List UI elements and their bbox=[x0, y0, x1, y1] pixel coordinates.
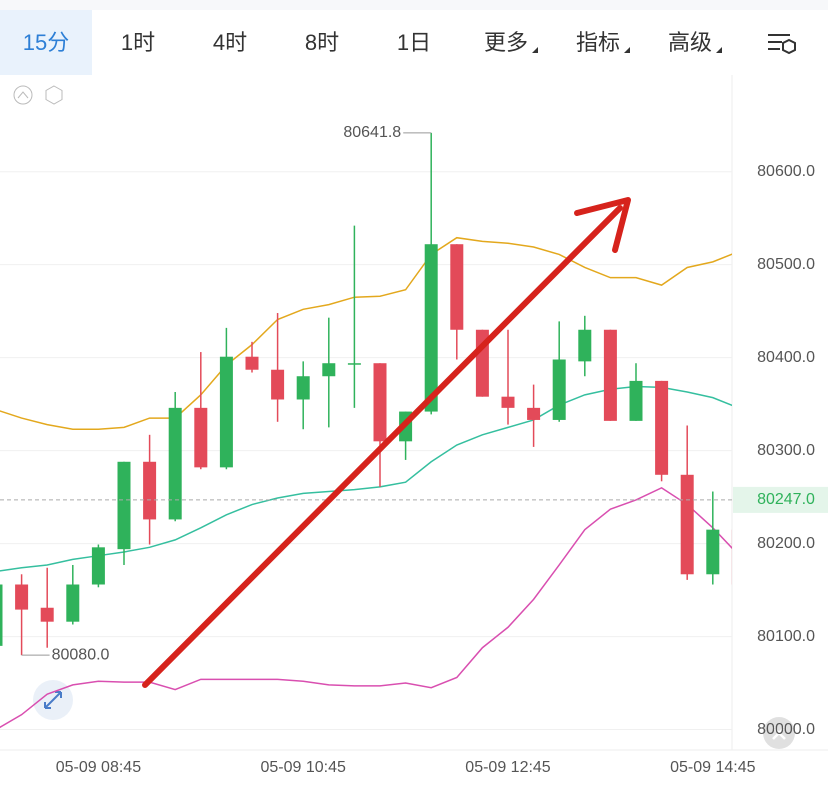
x-tick-label: 05-09 08:45 bbox=[56, 759, 142, 776]
candle-body bbox=[629, 380, 643, 421]
candle-body bbox=[91, 547, 105, 585]
candle-body bbox=[245, 356, 259, 370]
candle-body bbox=[271, 369, 285, 400]
band-line bbox=[0, 486, 732, 729]
candle-body bbox=[527, 407, 541, 420]
settings-icon[interactable] bbox=[768, 34, 796, 55]
candle-body bbox=[322, 363, 336, 377]
candle-body bbox=[296, 376, 310, 400]
status-strip bbox=[0, 0, 828, 10]
candle-body bbox=[501, 396, 515, 408]
candle-body bbox=[706, 529, 720, 575]
y-tick-label: 80400.0 bbox=[757, 349, 815, 366]
band-line bbox=[0, 236, 732, 430]
last-price-label: 80247.0 bbox=[757, 491, 815, 508]
candle-body bbox=[373, 363, 387, 442]
candle-body bbox=[219, 356, 233, 468]
annotation-arrow bbox=[142, 197, 631, 688]
y-tick-label: 80600.0 bbox=[757, 163, 815, 180]
candle-body bbox=[15, 584, 29, 610]
timeframe-tab[interactable]: 高级 bbox=[644, 10, 736, 75]
candle-body bbox=[40, 607, 54, 622]
candle-body bbox=[194, 407, 208, 468]
y-tick-label: 80500.0 bbox=[757, 256, 815, 273]
candle-body bbox=[680, 474, 694, 575]
timeframe-tab[interactable]: 1日 bbox=[396, 30, 432, 55]
candle-body bbox=[66, 584, 80, 622]
timeframe-tab[interactable]: 1时 bbox=[120, 30, 156, 55]
expand-icon bbox=[44, 691, 62, 709]
close-icon bbox=[772, 726, 786, 740]
candle-body bbox=[168, 407, 182, 520]
candle-body bbox=[578, 329, 592, 362]
y-tick-label: 80200.0 bbox=[757, 535, 815, 552]
candle-body bbox=[655, 380, 669, 475]
y-tick-label: 80000.0 bbox=[757, 721, 815, 738]
candle-body bbox=[450, 244, 464, 330]
x-tick-label: 05-09 10:45 bbox=[260, 759, 346, 776]
collapse-icon-chevron bbox=[17, 91, 29, 99]
candle-body bbox=[117, 461, 131, 550]
settings-hex-icon[interactable] bbox=[45, 85, 63, 105]
candle-body bbox=[0, 584, 3, 646]
candle-body bbox=[143, 461, 157, 520]
timeframe-tab[interactable]: 15分 bbox=[0, 10, 92, 75]
plot-area bbox=[0, 132, 732, 731]
y-tick-label: 80100.0 bbox=[757, 628, 815, 645]
collapse-icon[interactable] bbox=[13, 85, 33, 105]
candle-body bbox=[347, 363, 361, 365]
timeframe-tab[interactable]: 指标 bbox=[552, 10, 644, 75]
candle-body bbox=[603, 329, 617, 421]
timeframe-tab[interactable]: 更多 bbox=[460, 10, 552, 75]
x-tick-label: 05-09 14:45 bbox=[670, 759, 756, 776]
tab-bar: 15分 1时 4时 8时 1日 更多 指标 高级 bbox=[0, 10, 828, 75]
candle-body bbox=[552, 359, 566, 420]
x-tick-label: 05-09 12:45 bbox=[465, 759, 551, 776]
candle-body bbox=[424, 244, 438, 412]
y-tick-label: 80300.0 bbox=[757, 442, 815, 459]
candle-body bbox=[731, 529, 732, 585]
last-price-box bbox=[733, 486, 828, 513]
max-label: 80641.8 bbox=[343, 124, 401, 141]
timeframe-tab[interactable]: 8时 bbox=[304, 30, 340, 55]
timeframe-tab[interactable]: 4时 bbox=[212, 30, 248, 55]
min-label: 80080.0 bbox=[52, 646, 110, 663]
